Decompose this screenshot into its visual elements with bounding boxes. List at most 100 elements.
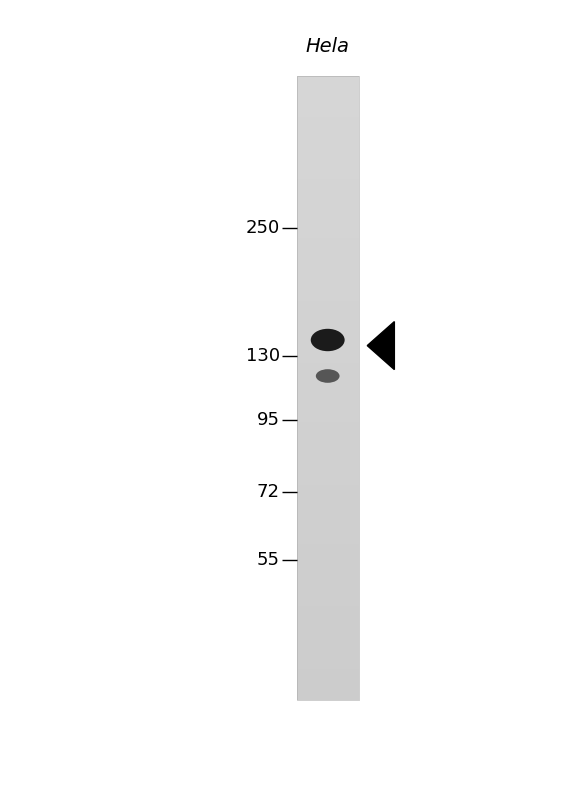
Bar <box>297 513 359 516</box>
Bar <box>297 475 359 478</box>
Bar <box>297 675 359 678</box>
Bar <box>297 366 359 370</box>
Bar <box>297 435 359 438</box>
Bar <box>297 485 359 488</box>
Bar <box>297 575 359 578</box>
Bar <box>297 273 359 276</box>
Bar <box>297 585 359 588</box>
Bar <box>297 98 359 101</box>
Bar <box>297 382 359 385</box>
Bar <box>297 385 359 388</box>
Bar <box>297 572 359 575</box>
Bar <box>297 388 359 391</box>
Bar <box>297 179 359 182</box>
Bar <box>297 288 359 291</box>
Bar <box>297 597 359 600</box>
Bar <box>297 497 359 500</box>
Bar <box>297 669 359 672</box>
Bar <box>297 554 359 557</box>
Bar <box>297 460 359 463</box>
Bar <box>297 254 359 257</box>
Bar <box>297 319 359 322</box>
Bar <box>297 622 359 625</box>
Bar <box>297 245 359 248</box>
Bar <box>297 145 359 148</box>
Bar <box>297 91 359 94</box>
Bar <box>297 86 359 89</box>
Bar <box>297 432 359 435</box>
Bar <box>297 335 359 338</box>
Bar <box>297 170 359 173</box>
Bar <box>297 375 359 378</box>
Bar <box>297 391 359 394</box>
Bar <box>297 229 359 232</box>
Bar <box>297 166 359 170</box>
Bar <box>297 332 359 335</box>
Bar <box>297 360 359 363</box>
Bar <box>297 373 359 375</box>
Bar <box>297 282 359 285</box>
Bar <box>297 638 359 641</box>
Bar <box>297 406 359 410</box>
Bar <box>297 260 359 263</box>
Bar <box>297 659 359 662</box>
Bar <box>297 94 359 98</box>
Bar <box>297 685 359 687</box>
Bar <box>297 531 359 534</box>
Bar <box>297 198 359 201</box>
Ellipse shape <box>316 370 340 383</box>
Bar <box>297 488 359 491</box>
Bar <box>297 89 359 92</box>
Bar <box>297 294 359 298</box>
Bar <box>297 122 359 126</box>
Bar <box>297 582 359 585</box>
Bar <box>297 235 359 238</box>
Bar <box>297 354 359 357</box>
Bar <box>297 528 359 531</box>
Bar <box>297 538 359 541</box>
Bar <box>297 163 359 166</box>
Bar <box>297 672 359 675</box>
Bar <box>297 110 359 114</box>
Bar <box>297 526 359 528</box>
Bar <box>297 186 359 188</box>
Bar <box>297 647 359 650</box>
Bar <box>297 226 359 229</box>
Bar <box>297 401 359 403</box>
Bar <box>297 506 359 510</box>
Bar <box>297 457 359 460</box>
Bar <box>297 135 359 138</box>
Bar <box>297 631 359 634</box>
Bar <box>297 142 359 145</box>
Bar <box>297 207 359 210</box>
Bar <box>297 316 359 319</box>
Bar <box>297 491 359 494</box>
Bar <box>297 441 359 444</box>
Bar <box>297 250 359 254</box>
Bar <box>297 578 359 582</box>
Bar <box>297 410 359 413</box>
Bar <box>297 117 359 120</box>
Bar <box>297 138 359 142</box>
Bar <box>297 378 359 382</box>
Bar <box>297 157 359 160</box>
Bar <box>297 690 359 694</box>
Bar <box>297 214 359 216</box>
Bar <box>297 285 359 288</box>
Bar <box>297 151 359 154</box>
Bar <box>297 129 359 132</box>
Bar <box>297 544 359 547</box>
Bar <box>297 341 359 344</box>
Bar <box>297 594 359 597</box>
Bar <box>297 466 359 469</box>
Bar <box>297 463 359 466</box>
Bar <box>297 522 359 526</box>
Bar <box>297 176 359 179</box>
Bar <box>297 154 359 157</box>
Bar <box>297 114 359 117</box>
Bar <box>297 394 359 398</box>
Bar <box>297 107 359 110</box>
Bar <box>297 650 359 653</box>
Bar <box>297 450 359 454</box>
Bar <box>297 313 359 316</box>
